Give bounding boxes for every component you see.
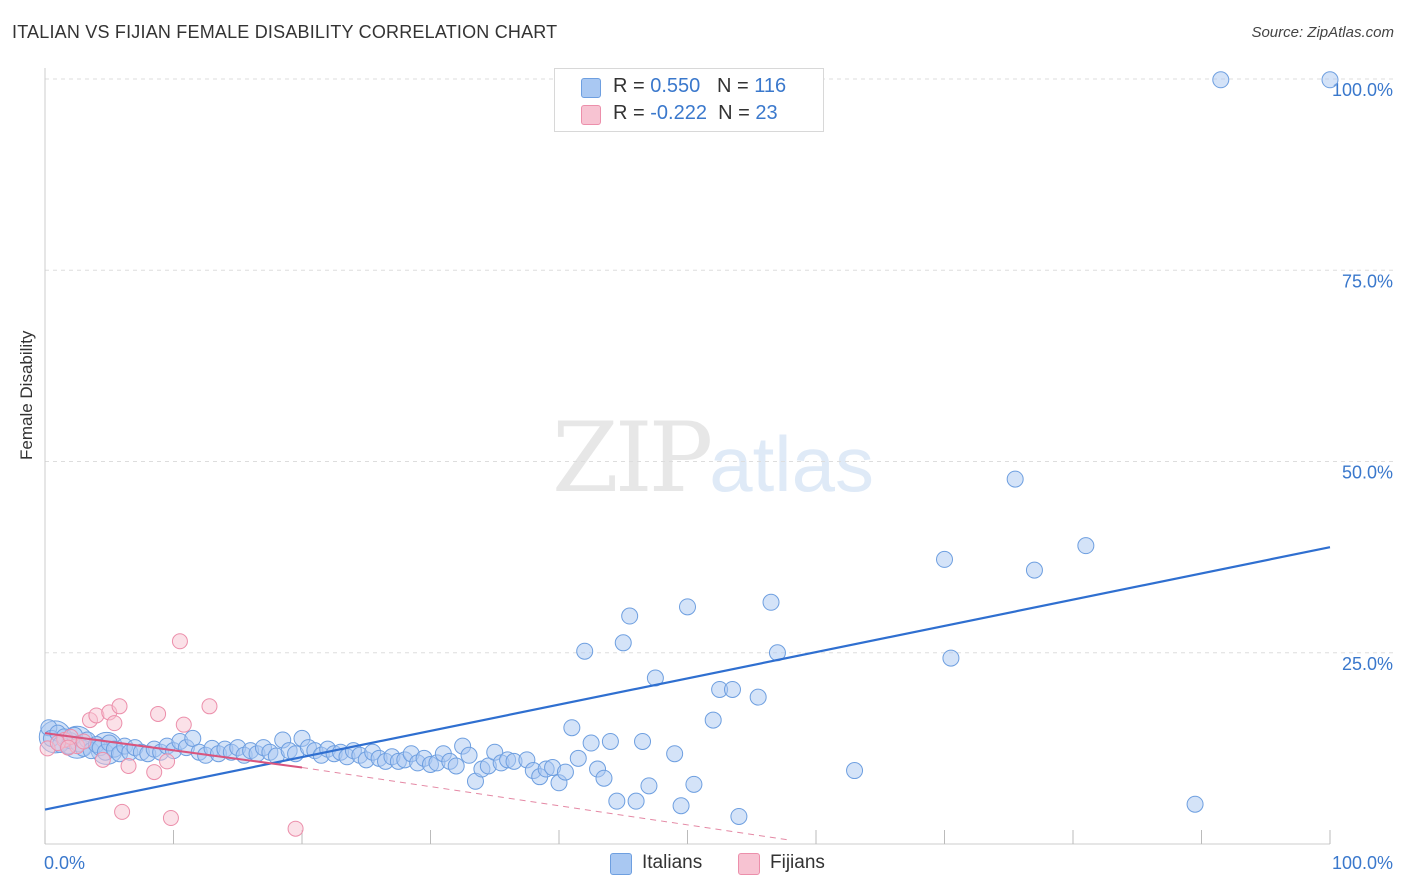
fijian-point <box>94 751 111 768</box>
italian-point <box>762 593 780 611</box>
italian-point <box>672 797 690 815</box>
series-label-fijians: Fijians <box>770 852 825 873</box>
italian-point <box>556 763 574 781</box>
italian-point <box>569 749 587 767</box>
y-axis-label: Female Disability <box>17 330 36 460</box>
italian-point <box>184 729 202 747</box>
italian-point <box>563 719 581 737</box>
chart-title: ITALIAN VS FIJIAN FEMALE DISABILITY CORR… <box>12 22 558 42</box>
x-tick-label: 100.0% <box>1332 853 1393 873</box>
fijian-point <box>146 764 163 781</box>
italians-trend-line <box>44 546 1331 811</box>
italian-point <box>634 732 652 750</box>
series-swatch-fijians <box>738 853 760 875</box>
italian-point <box>447 757 465 775</box>
fijians-trend-extension <box>301 767 791 841</box>
fijian-point <box>175 716 192 733</box>
italian-point <box>621 607 639 625</box>
fijian-point <box>106 715 123 732</box>
series-swatch-italians <box>610 853 632 875</box>
y-tick-label: 50.0% <box>1342 463 1393 483</box>
italian-point <box>576 642 594 660</box>
fijian-point <box>201 698 218 715</box>
stats-legend: R = 0.550 N = 116 R = -0.222 N = 23 <box>554 68 824 132</box>
legend-n-label: N = <box>716 75 755 97</box>
y-tick-label: 100.0% <box>1332 80 1393 100</box>
series-label-italians: Italians <box>642 852 703 873</box>
italian-point <box>749 688 767 706</box>
fijian-point <box>120 757 137 774</box>
legend-r-label: R = <box>613 102 651 124</box>
legend-r-value: 0.550 <box>650 75 701 97</box>
italian-point <box>936 550 953 568</box>
y-tick-label: 75.0% <box>1342 271 1393 291</box>
legend-n-label: N = <box>718 102 756 124</box>
italian-point <box>582 734 600 752</box>
x-tick-label: 0.0% <box>44 853 85 873</box>
italian-point <box>614 634 632 652</box>
italian-point <box>846 762 864 780</box>
fijian-point <box>159 753 176 770</box>
legend-row-fijians: R = -0.222 N = 23 <box>581 102 778 128</box>
italian-point <box>608 792 626 810</box>
fijian-point <box>162 809 179 826</box>
italian-point <box>1077 537 1095 555</box>
italian-point <box>627 792 645 810</box>
legend-n-value: 23 <box>755 102 778 124</box>
italian-point <box>460 746 478 764</box>
legend-n-value: 116 <box>754 75 787 97</box>
italian-point <box>679 598 696 616</box>
fijian-point <box>287 820 304 837</box>
italian-point <box>595 769 613 787</box>
fijian-point <box>150 705 167 722</box>
italian-point <box>685 775 703 793</box>
legend-swatch-fijians <box>581 105 601 125</box>
legend-r-label: R = <box>613 75 651 97</box>
legend-r-value: -0.222 <box>650 102 707 124</box>
source-label: Source: ZipAtlas.com <box>1251 24 1394 41</box>
italian-point <box>1025 561 1043 579</box>
italian-point <box>942 649 960 667</box>
y-tick-label: 25.0% <box>1342 654 1393 674</box>
italian-point <box>730 807 748 825</box>
fijians-trend-line <box>44 732 303 769</box>
fijian-point <box>114 803 131 820</box>
italian-point <box>601 732 619 750</box>
italian-point <box>1321 71 1339 89</box>
fijian-point <box>171 633 188 650</box>
fijian-point <box>60 739 77 756</box>
legend-row-italians: R = 0.550 N = 116 <box>581 75 786 101</box>
italian-point <box>640 777 658 795</box>
fijian-point <box>111 698 128 715</box>
italian-point <box>704 711 722 729</box>
italian-point <box>1006 470 1024 488</box>
legend-swatch-italians <box>581 78 601 98</box>
italian-point <box>1212 71 1230 89</box>
italian-point <box>1186 795 1204 813</box>
fijian-point <box>75 733 92 750</box>
italian-point <box>723 680 741 698</box>
italian-point <box>666 745 684 763</box>
